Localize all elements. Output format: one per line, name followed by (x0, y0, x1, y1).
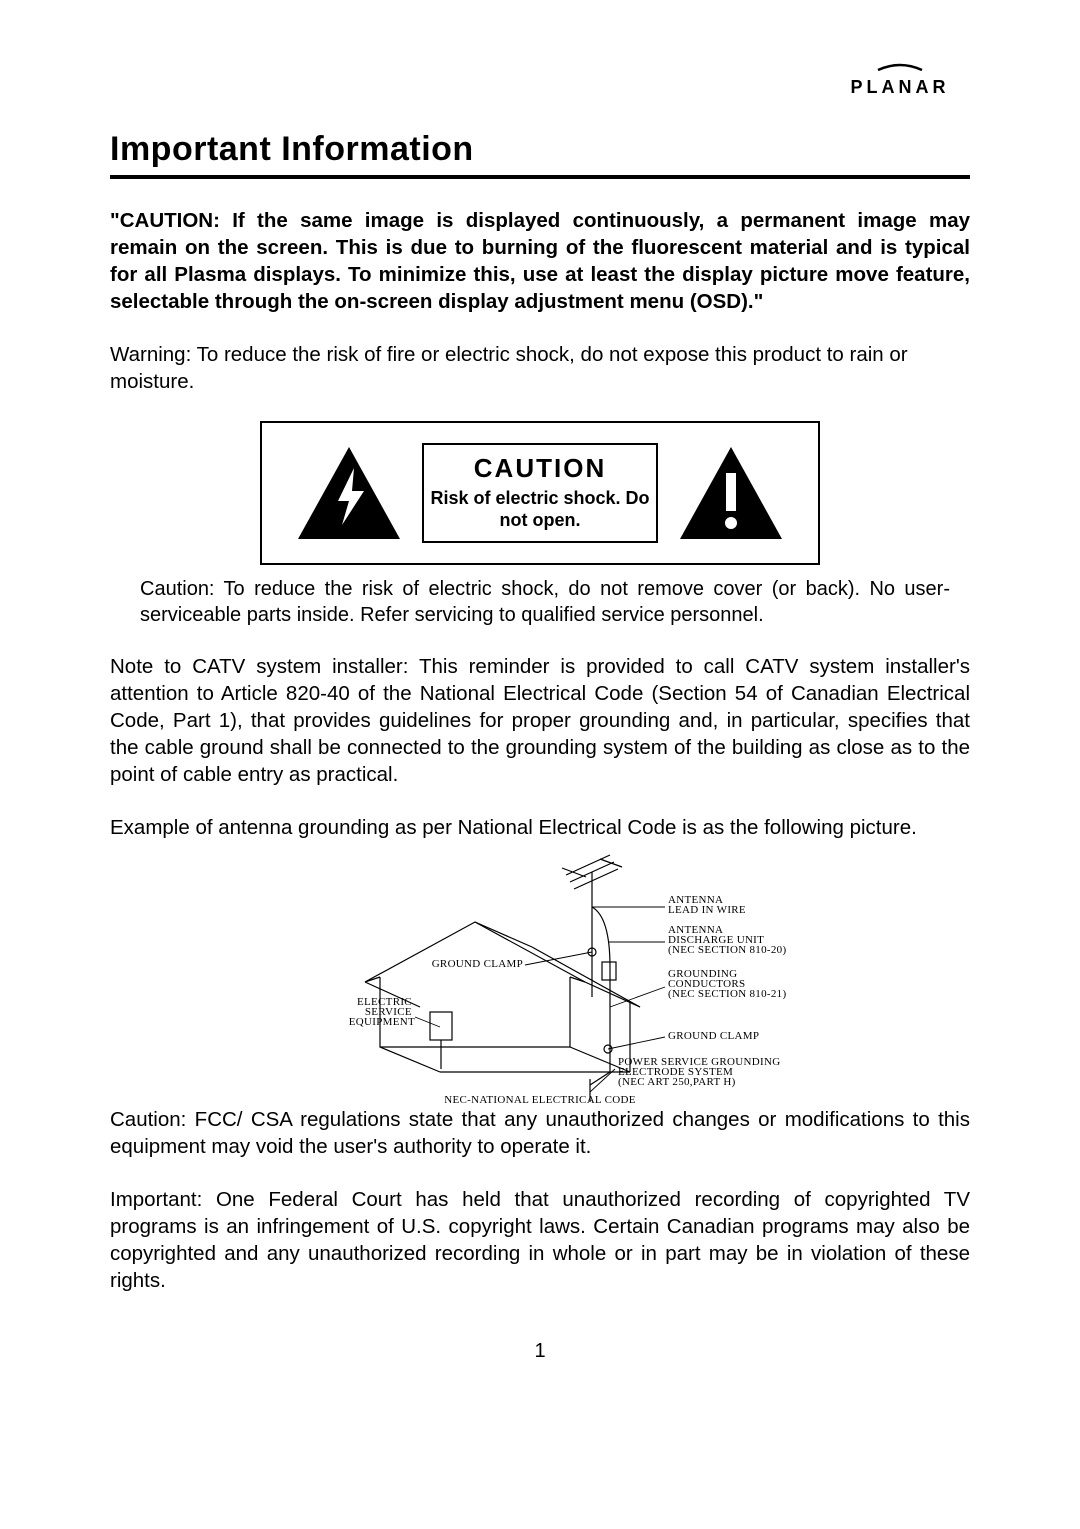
page-number: 1 (110, 1340, 970, 1363)
label-ground-clamp-left: GROUND CLAMP (432, 958, 523, 970)
warning-moisture-paragraph: Warning: To reduce the risk of fire or e… (110, 341, 970, 395)
label-power-service: POWER SERVICE GROUNDING ELECTRODE SYSTEM… (618, 1056, 784, 1088)
label-discharge-unit: ANTENNA DISCHARGE UNIT (NEC SECTION 810-… (668, 924, 786, 956)
caution-heading: CAUTION (428, 453, 652, 484)
fcc-caution-paragraph: Caution: FCC/ CSA regulations state that… (110, 1106, 970, 1160)
caution-box: CAUTION Risk of electric shock. Do not o… (260, 421, 820, 565)
label-ground-clamp-right: GROUND CLAMP (668, 1030, 759, 1042)
caution-shock-note: Caution: To reduce the risk of electric … (140, 577, 950, 628)
catv-note: Note to CATV system installer: This remi… (110, 653, 970, 788)
antenna-grounding-diagram: GROUND CLAMP ELECTRIC SERVICE EQUIPMENT … (110, 847, 970, 1112)
lightning-triangle-icon (294, 443, 404, 543)
label-electric-service: ELECTRIC SERVICE EQUIPMENT (349, 996, 415, 1028)
logo-text: PLANAR (851, 77, 950, 97)
brand-logo: PLANAR (110, 60, 970, 105)
antenna-example-intro: Example of antenna grounding as per Nati… (110, 814, 970, 841)
page-title: Important Information (110, 130, 970, 169)
copyright-note-paragraph: Important: One Federal Court has held th… (110, 1186, 970, 1294)
caution-burn-paragraph: "CAUTION: If the same image is displayed… (110, 207, 970, 315)
title-rule (110, 175, 970, 179)
label-grounding-conductors: GROUNDING CONDUCTORS (NEC SECTION 810-21… (668, 968, 786, 1000)
label-antenna-lead: ANTENNA LEAD IN WIRE (668, 894, 746, 916)
caution-center-panel: CAUTION Risk of electric shock. Do not o… (422, 443, 658, 543)
exclamation-triangle-icon (676, 443, 786, 543)
label-nec-footer: NEC-NATIONAL ELECTRICAL CODE (444, 1094, 636, 1106)
caution-subtext: Risk of electric shock. Do not open. (428, 488, 652, 531)
